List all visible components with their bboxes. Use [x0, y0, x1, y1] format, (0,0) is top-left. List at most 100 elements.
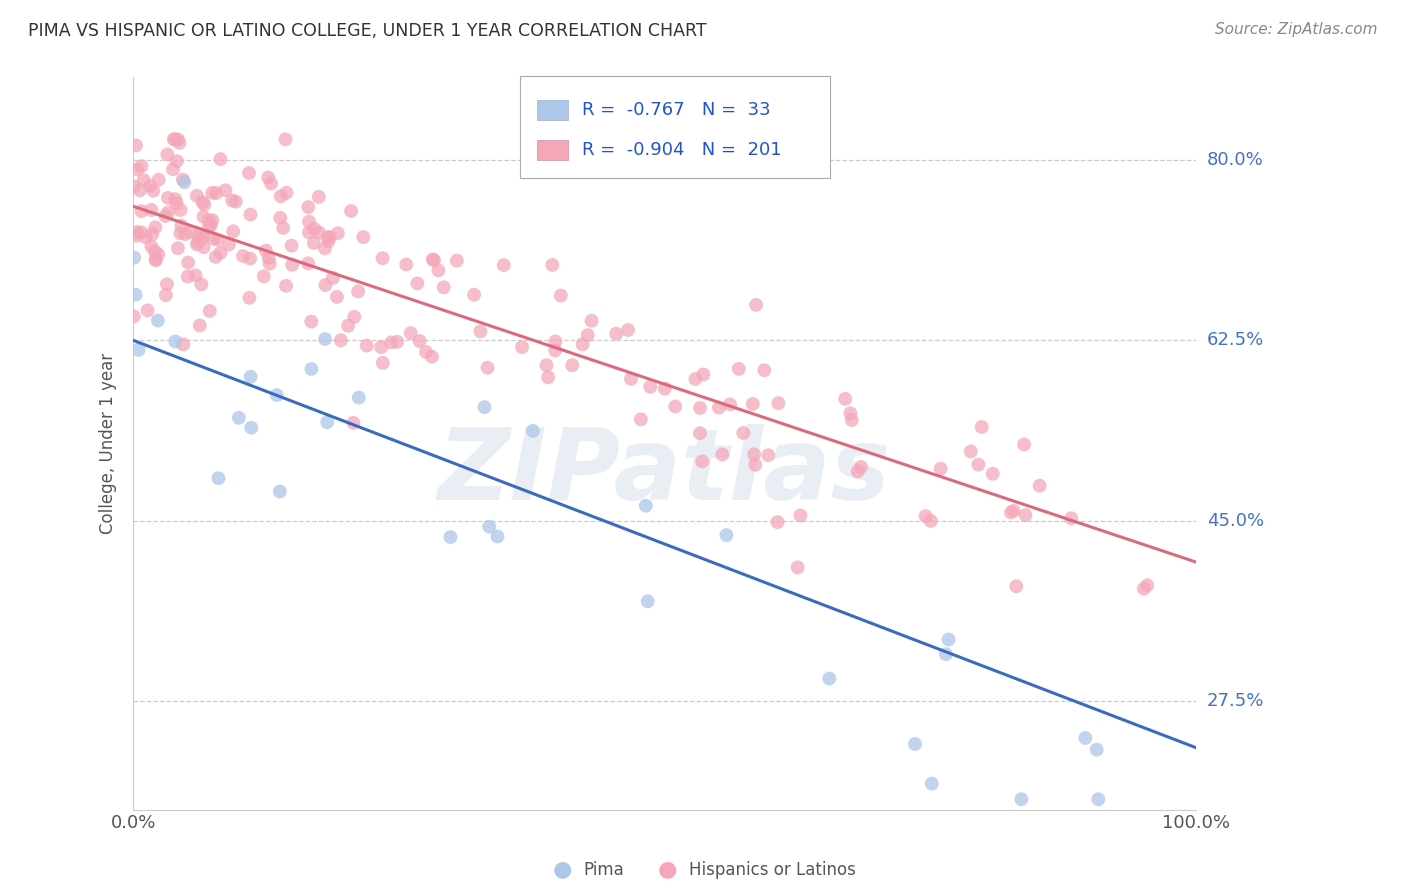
Point: [125, 225, 148, 239]
Point: [967, 458, 990, 472]
Point: [202, 232, 225, 246]
Point: [318, 234, 340, 248]
Point: [470, 324, 492, 338]
Point: [711, 447, 734, 461]
Point: [733, 425, 755, 440]
Point: [188, 318, 211, 333]
Point: [169, 202, 191, 217]
Point: [834, 392, 856, 406]
Point: [201, 186, 224, 200]
Point: [141, 227, 163, 241]
Text: ZIPatlas: ZIPatlas: [439, 425, 891, 521]
Point: [322, 271, 344, 285]
Point: [125, 138, 148, 153]
Point: [463, 287, 485, 301]
Point: [1010, 792, 1032, 806]
Point: [297, 200, 319, 214]
Point: [1028, 479, 1050, 493]
Point: [727, 362, 749, 376]
Point: [139, 178, 162, 193]
Point: [914, 509, 936, 524]
Point: [187, 235, 209, 250]
Point: [741, 397, 763, 411]
Point: [259, 257, 281, 271]
Point: [340, 204, 363, 219]
Point: [742, 447, 765, 461]
Point: [167, 132, 190, 146]
Point: [399, 326, 422, 341]
Point: [326, 226, 349, 240]
Point: [347, 391, 370, 405]
Point: [274, 278, 297, 293]
Point: [664, 400, 686, 414]
Point: [1000, 505, 1022, 519]
Point: [304, 222, 326, 236]
Point: [238, 291, 260, 305]
Point: [204, 250, 226, 264]
Point: [281, 258, 304, 272]
Text: ●: ●: [658, 860, 678, 880]
Point: [420, 350, 443, 364]
Point: [370, 340, 392, 354]
Point: [371, 252, 394, 266]
Point: [260, 177, 283, 191]
Point: [380, 335, 402, 350]
Point: [177, 269, 200, 284]
Point: [128, 343, 150, 357]
Point: [630, 412, 652, 426]
Point: [187, 229, 209, 244]
Point: [186, 237, 208, 252]
Point: [143, 220, 166, 235]
Point: [163, 132, 186, 146]
Point: [141, 202, 163, 217]
Point: [225, 194, 247, 209]
Point: [125, 228, 148, 243]
Point: [297, 256, 319, 270]
Point: [169, 136, 191, 150]
Point: [142, 184, 165, 198]
Point: [427, 263, 450, 277]
Point: [170, 219, 193, 233]
Point: [156, 277, 179, 292]
Point: [314, 278, 336, 293]
Point: [191, 229, 214, 244]
Point: [415, 345, 437, 359]
Point: [766, 515, 789, 529]
Point: [634, 499, 657, 513]
Point: [406, 277, 429, 291]
Point: [173, 175, 195, 189]
Point: [238, 166, 260, 180]
Point: [157, 205, 180, 219]
Y-axis label: College, Under 1 year: College, Under 1 year: [100, 353, 117, 534]
Point: [257, 170, 280, 185]
Point: [938, 632, 960, 647]
Point: [209, 246, 232, 260]
Point: [166, 196, 188, 211]
Point: [718, 397, 741, 411]
Point: [474, 400, 496, 414]
Point: [205, 186, 228, 200]
Point: [316, 415, 339, 429]
Point: [1074, 731, 1097, 745]
Point: [299, 314, 322, 328]
Point: [271, 220, 294, 235]
Point: [1087, 792, 1109, 806]
Point: [846, 464, 869, 478]
Point: [209, 152, 232, 166]
Point: [849, 459, 872, 474]
Point: [122, 179, 145, 194]
Point: [167, 241, 190, 255]
Point: [326, 290, 349, 304]
Point: [301, 362, 323, 376]
Point: [1012, 437, 1035, 451]
Point: [169, 227, 191, 241]
Point: [581, 314, 603, 328]
Point: [308, 190, 330, 204]
Point: [654, 382, 676, 396]
Point: [122, 310, 145, 324]
Point: [510, 340, 533, 354]
Point: [191, 195, 214, 210]
Text: PIMA VS HISPANIC OR LATINO COLLEGE, UNDER 1 YEAR CORRELATION CHART: PIMA VS HISPANIC OR LATINO COLLEGE, UNDE…: [28, 22, 707, 40]
Point: [904, 737, 927, 751]
Point: [756, 448, 779, 462]
